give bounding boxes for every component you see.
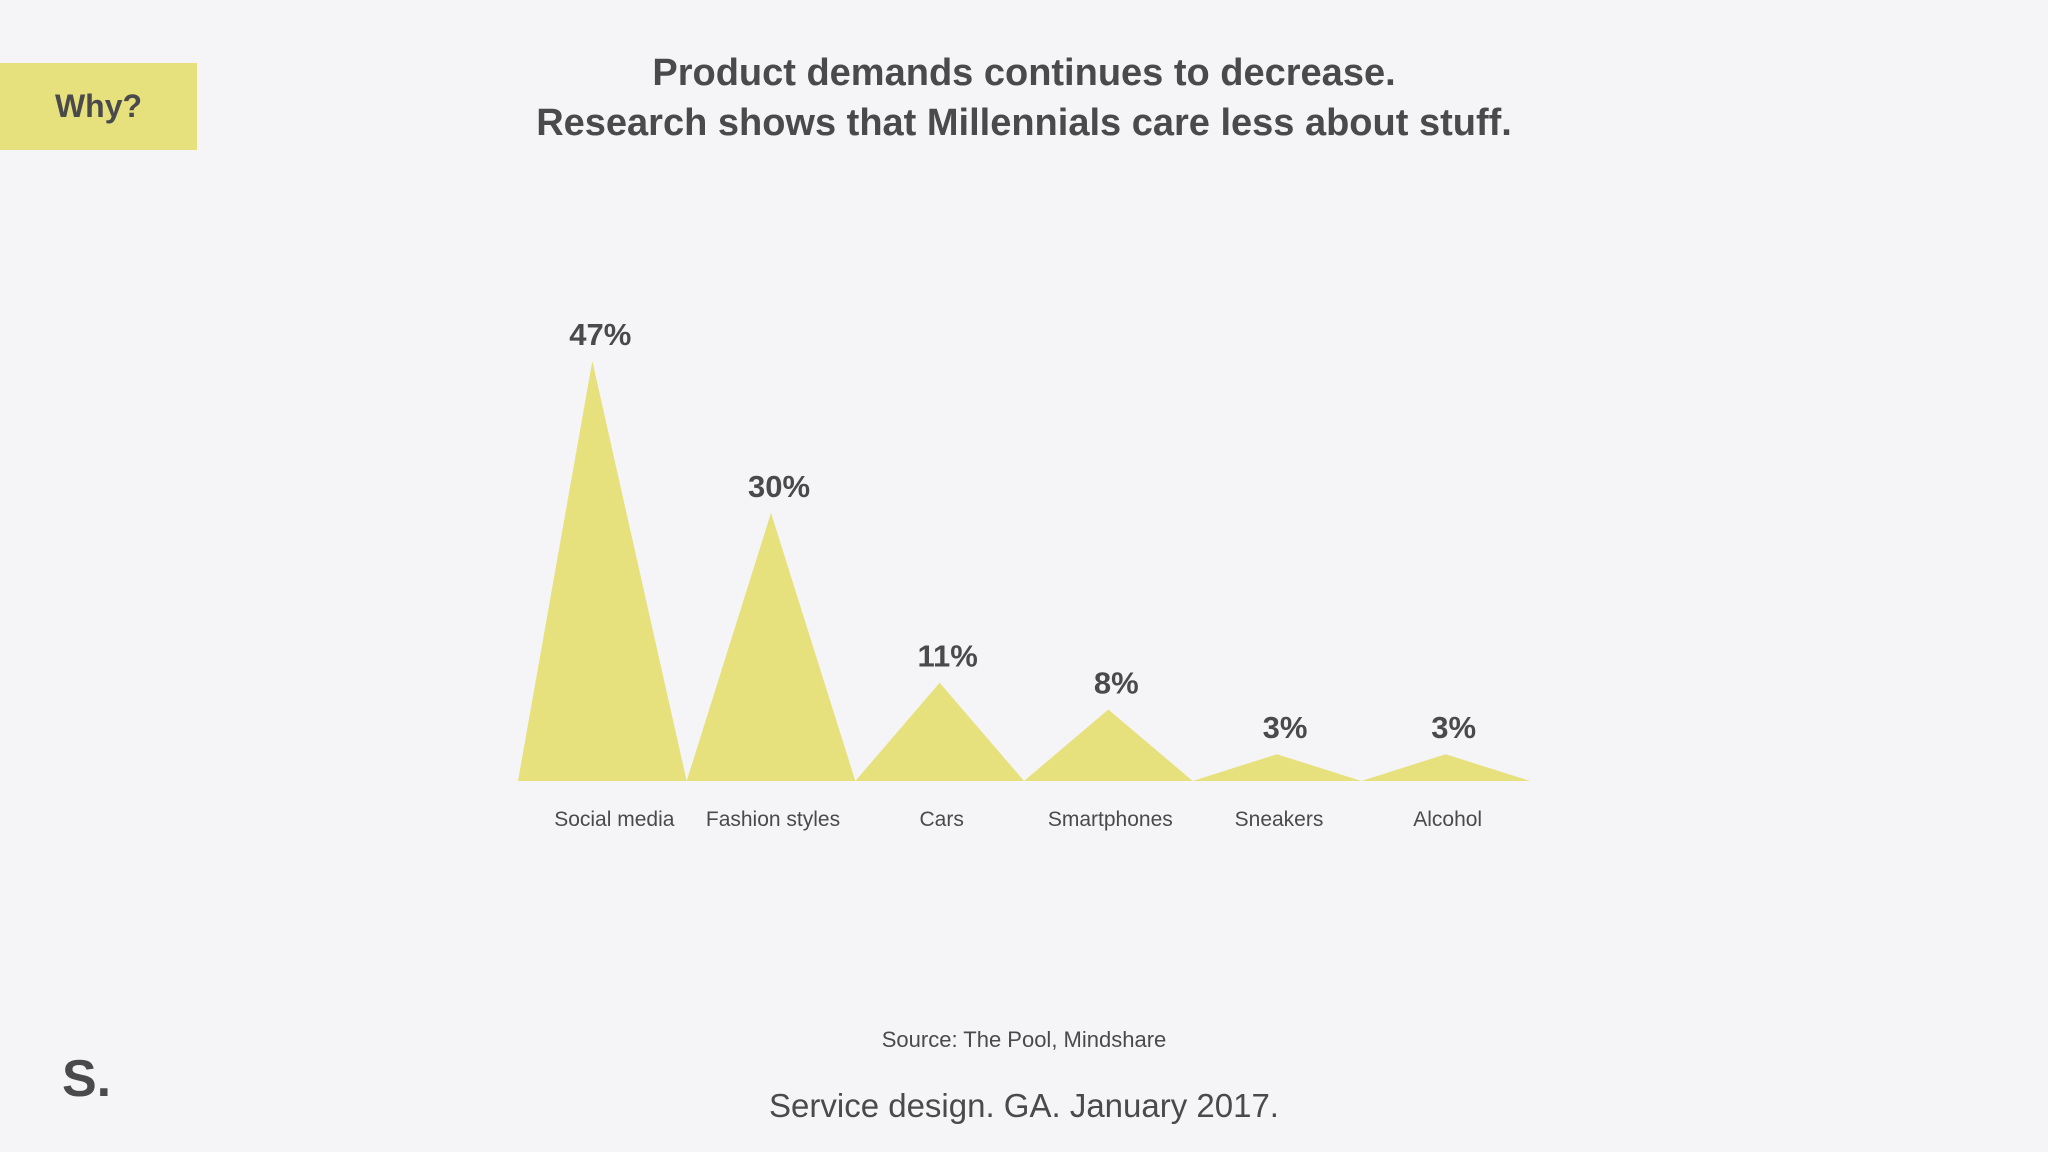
brand-logo: S. [62, 1050, 112, 1108]
data-label: 3% [1263, 710, 1308, 745]
data-label: 47% [569, 317, 631, 352]
data-label: 8% [1094, 666, 1139, 701]
why-tag: Why? [0, 63, 197, 150]
category-label: Alcohol [1413, 808, 1482, 831]
slide-title-line-1: Product demands continues to decrease. [652, 52, 1396, 94]
spike-fashion-styles [686, 512, 856, 781]
category-label: Smartphones [1048, 808, 1173, 831]
category-label: Social media [554, 808, 675, 831]
data-label: 30% [748, 469, 810, 504]
data-label: 3% [1431, 710, 1476, 745]
why-tag-label: Why? [54, 88, 143, 124]
spike-cars [855, 682, 1024, 781]
category-label: Fashion styles [706, 808, 840, 831]
spike-alcohol [1361, 754, 1530, 781]
source-note: Source: The Pool, Mindshare [881, 1027, 1167, 1052]
spike-sneakers [1192, 754, 1362, 781]
spike-smartphones [1024, 709, 1193, 781]
footer-text: Service design. GA. January 2017. [769, 1087, 1279, 1124]
slide-title-line-2: Research shows that Millennials care les… [536, 102, 1512, 144]
spike-social-media [518, 361, 687, 781]
category-label: Cars [919, 808, 963, 831]
data-label: 11% [917, 639, 977, 674]
category-label: Sneakers [1235, 808, 1324, 831]
